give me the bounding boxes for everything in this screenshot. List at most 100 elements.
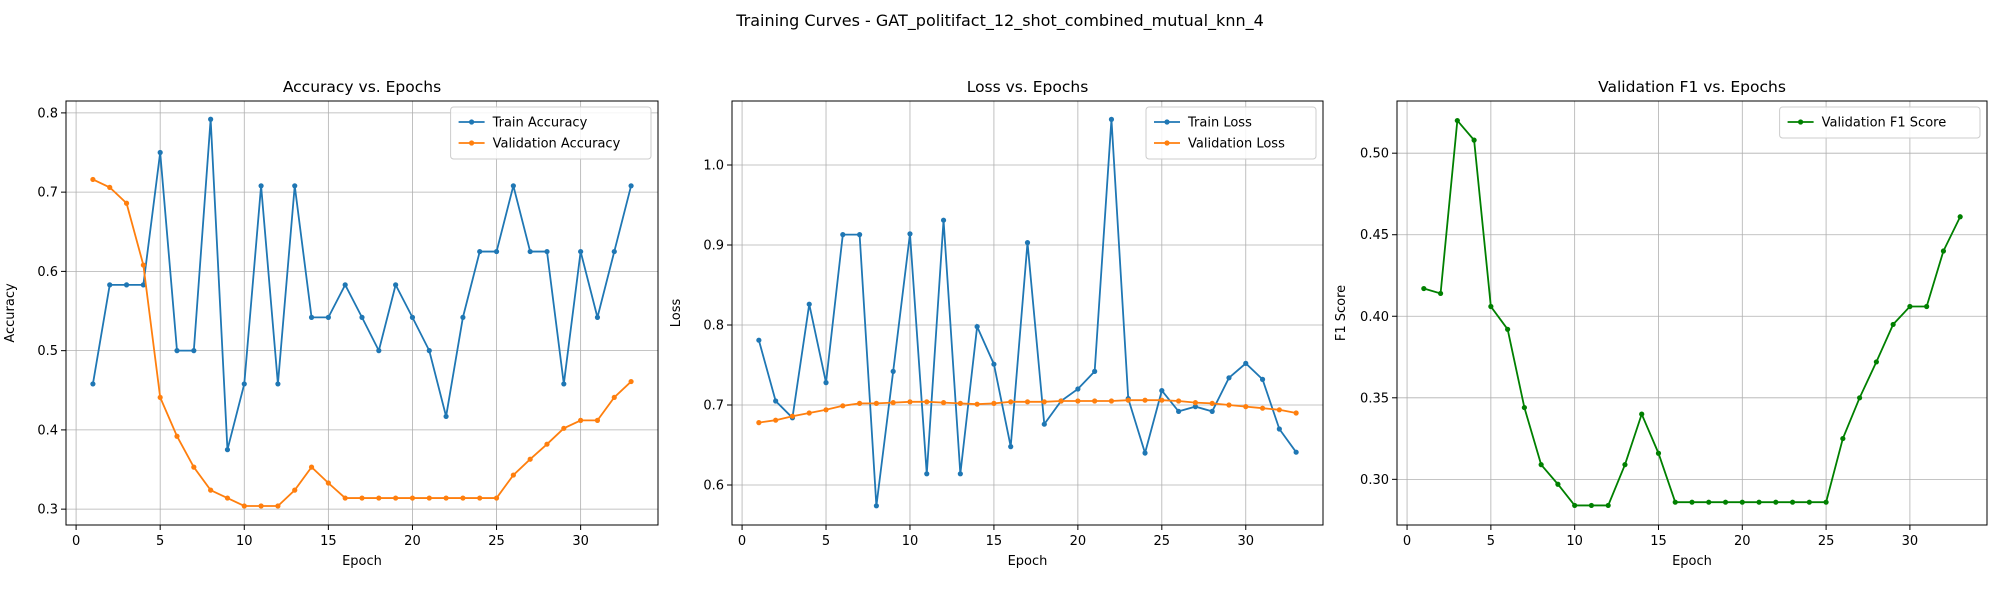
y-axis-label: F1 Score — [1334, 285, 1349, 341]
chart-panel-2: 0 5 10 15 20 25 30 0.6 0.7 0.8 0.9 1.0 Loss vs. Epoc… — [669, 78, 1324, 569]
y-tick-label: 0.50 — [1360, 147, 1389, 162]
legend-swatch-marker — [1164, 119, 1170, 125]
data-point — [1689, 499, 1695, 505]
y-tick-label: 1.0 — [703, 159, 724, 174]
data-point — [376, 348, 382, 354]
data-point — [1008, 399, 1014, 405]
data-point — [1521, 404, 1527, 411]
y-tick-label: 0.7 — [703, 399, 724, 414]
x-tick-label: 15 — [320, 534, 337, 549]
legend: Validation F1 Score — [1779, 106, 1981, 139]
data-point — [907, 399, 913, 405]
data-point — [527, 248, 533, 255]
data-point — [426, 495, 432, 501]
data-point — [544, 441, 550, 447]
data-point — [840, 403, 846, 409]
data-point — [107, 184, 113, 190]
x-tick-label: 5 — [822, 534, 830, 549]
data-point — [208, 487, 214, 493]
axes-frame — [65, 100, 659, 526]
data-point — [1588, 502, 1595, 509]
data-point — [1209, 400, 1215, 406]
data-point — [191, 348, 197, 354]
data-point — [1773, 499, 1779, 505]
data-point — [123, 282, 130, 288]
data-point — [924, 471, 930, 477]
data-point — [1259, 376, 1266, 382]
data-point — [443, 495, 449, 501]
data-point — [208, 116, 214, 122]
data-point — [426, 348, 432, 354]
y-tick-label: 0.7 — [37, 186, 58, 201]
data-point — [1293, 449, 1299, 455]
x-tick-label: 10 — [902, 534, 919, 549]
data-point — [292, 487, 298, 493]
data-point — [1789, 499, 1796, 505]
data-point — [1008, 444, 1014, 450]
data-point — [806, 301, 812, 307]
data-point — [393, 495, 399, 501]
x-tick-label: 0 — [738, 534, 746, 549]
data-point — [1024, 399, 1031, 405]
data-point — [789, 413, 796, 419]
data-point — [275, 503, 281, 509]
data-point — [611, 394, 617, 401]
x-axis-label: Epoch — [1008, 554, 1048, 569]
data-point — [1024, 240, 1031, 246]
x-tick-label: 25 — [1818, 534, 1835, 549]
data-point — [477, 248, 483, 255]
data-point — [561, 425, 567, 431]
data-point — [510, 183, 516, 189]
data-point — [991, 400, 997, 406]
y-axis-label: Loss — [669, 299, 684, 328]
data-point — [974, 401, 980, 407]
data-point — [756, 420, 762, 426]
data-point — [1176, 398, 1182, 404]
data-point — [174, 433, 180, 439]
data-point — [1940, 248, 1947, 254]
data-point — [1823, 499, 1829, 505]
chart-title: Accuracy vs. Epochs — [283, 78, 441, 96]
x-tick-label: 30 — [1902, 534, 1919, 549]
data-point — [359, 314, 365, 320]
data-point — [1058, 398, 1064, 404]
data-point — [157, 394, 163, 401]
x-tick-label: 15 — [986, 534, 1003, 549]
legend-entry-label: Validation Loss — [1188, 137, 1285, 152]
data-point — [1092, 368, 1098, 374]
chart-title: Loss vs. Epochs — [967, 78, 1089, 96]
data-point — [1192, 404, 1198, 410]
data-point — [241, 381, 247, 387]
chart-panel-3: 0 5 10 15 20 25 30 0.30 0.35 0.40 0.45 0.50 Validati… — [1334, 78, 1988, 569]
data-point — [1276, 407, 1282, 413]
data-point — [823, 380, 829, 386]
data-point — [611, 248, 617, 255]
x-tick-label: 10 — [236, 534, 253, 549]
data-point — [493, 495, 500, 501]
data-point — [773, 398, 779, 404]
legend-swatch-marker — [469, 119, 475, 125]
legend-box — [1145, 106, 1317, 160]
data-point — [1639, 411, 1645, 417]
data-point — [527, 456, 533, 462]
legend-entry-label: Validation F1 Score — [1822, 116, 1947, 131]
x-tick-label: 10 — [1566, 534, 1583, 549]
y-tick-label: 0.8 — [37, 106, 58, 121]
data-point — [1108, 116, 1115, 122]
y-tick-label: 0.30 — [1360, 473, 1389, 488]
data-point — [1505, 326, 1511, 332]
data-point — [974, 324, 980, 330]
data-point — [1075, 398, 1081, 404]
data-point — [1488, 303, 1494, 310]
data-point — [544, 248, 550, 255]
data-point — [359, 495, 365, 501]
data-point — [1605, 502, 1611, 509]
data-point — [578, 248, 584, 255]
x-tick-label: 30 — [572, 534, 589, 549]
data-point — [90, 381, 96, 387]
data-point — [1706, 499, 1712, 505]
data-point — [325, 480, 331, 486]
data-point — [1555, 481, 1561, 487]
data-point — [308, 464, 315, 470]
